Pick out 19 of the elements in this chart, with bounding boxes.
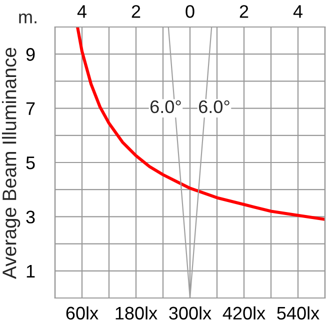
x2-tick-label: 2 [132, 5, 140, 18]
y-axis-title: Average Beam Illuminance [2, 48, 20, 279]
annotation: 6.0° [199, 100, 230, 114]
x-tick-label: 300lx [169, 306, 212, 320]
x2-tick-label: 2 [240, 5, 248, 18]
y-tick-label: 1 [26, 265, 35, 278]
x2-tick-label: 4 [293, 5, 302, 18]
x-tick-label: 180lx [116, 306, 158, 320]
x-tick-label: 60lx [66, 306, 98, 320]
annotation: 6.0° [150, 100, 181, 114]
x2-tick-label: 4 [77, 5, 86, 18]
x-tick-label: 540lx [277, 306, 320, 320]
y-tick-label: 9 [26, 48, 35, 61]
x-tick-label: 420lx [222, 306, 266, 320]
y-tick-label: 7 [26, 102, 35, 115]
y-tick-label: 5 [26, 156, 35, 170]
y-tick-label: 3 [26, 210, 35, 224]
x2-axis-title: m. [19, 14, 36, 24]
x2-tick-label: 0 [186, 5, 194, 18]
